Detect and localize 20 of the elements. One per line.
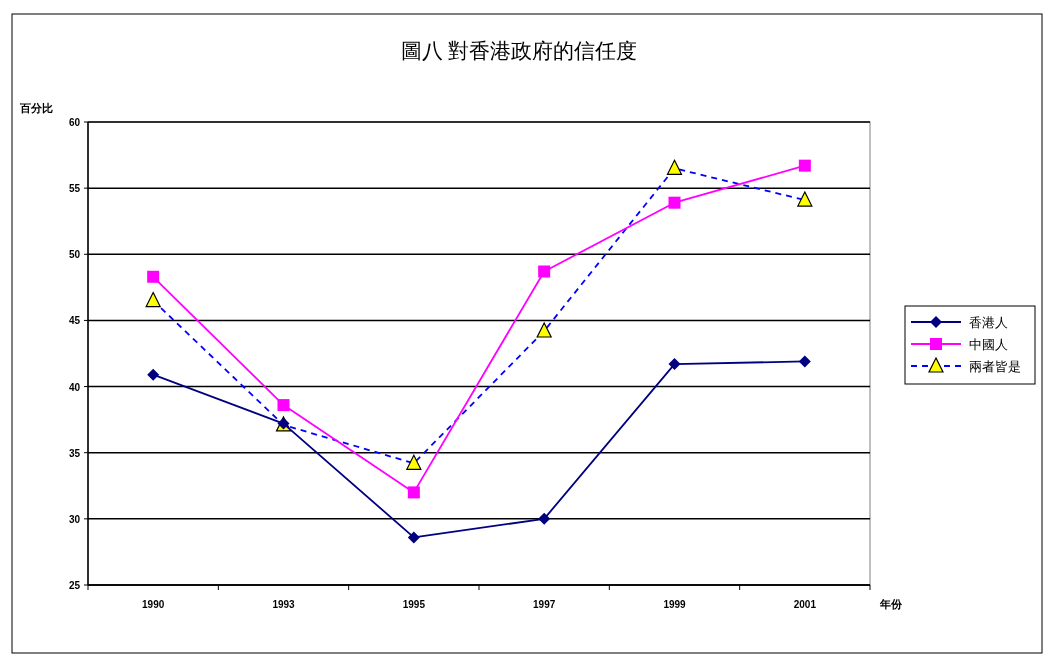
y-tick-label: 40: [68, 381, 81, 393]
y-tick-label: 45: [68, 315, 81, 327]
y-tick-label: 30: [68, 513, 81, 525]
x-tick-label: 1990: [142, 599, 165, 610]
x-tick-label: 1999: [663, 599, 687, 610]
y-tick-label: 35: [68, 447, 81, 459]
legend-label: 中國人: [969, 337, 1008, 352]
chart-title: 圖八 對香港政府的信任度: [400, 39, 638, 62]
x-tick-label: 2001: [793, 599, 817, 610]
x-axis-title: 年份: [879, 598, 903, 610]
x-tick-label: 1993: [272, 599, 296, 610]
legend-label: 香港人: [969, 315, 1008, 330]
y-tick-label: 25: [68, 580, 81, 591]
y-axis-title: 百分比: [18, 102, 53, 114]
x-tick-label: 1995: [402, 599, 426, 610]
x-tick-label: 1997: [533, 599, 556, 610]
y-tick-label: 60: [68, 117, 81, 128]
y-tick-label: 50: [68, 249, 81, 261]
legend-label: 兩者皆是: [969, 359, 1021, 374]
y-tick-label: 55: [68, 183, 81, 195]
